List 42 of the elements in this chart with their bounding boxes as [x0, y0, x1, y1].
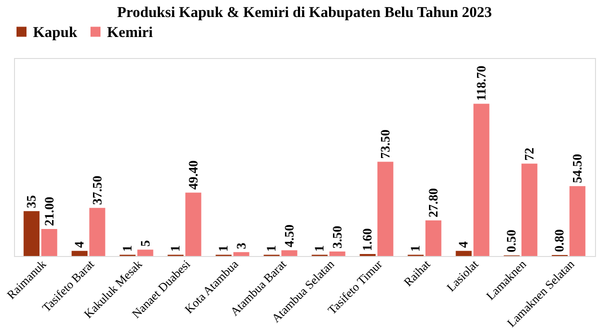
bar — [473, 104, 490, 256]
bar — [185, 192, 202, 256]
data-label: 35 — [24, 194, 39, 208]
data-label: 54.50 — [569, 154, 584, 184]
data-label: 1.60 — [360, 228, 375, 251]
legend-label: Kemiri — [107, 24, 153, 41]
bar — [72, 250, 88, 256]
data-label: 118.70 — [473, 66, 488, 101]
bar — [521, 164, 538, 256]
data-label: 1 — [120, 245, 135, 252]
bar — [41, 229, 58, 256]
bar — [456, 250, 472, 256]
legend-label: Kapuk — [33, 24, 78, 41]
bar — [89, 208, 106, 256]
bar — [281, 250, 298, 256]
chart-title: Produksi Kapuk & Kemiri di Kabupaten Belu Tahun 2023 — [117, 5, 492, 21]
data-label: 3 — [233, 242, 248, 250]
bar — [329, 252, 346, 256]
bar — [377, 162, 394, 256]
data-label: 27.80 — [425, 188, 440, 218]
data-label: 0.80 — [552, 229, 567, 252]
data-label: 1 — [312, 245, 327, 252]
bar — [24, 211, 40, 256]
data-label: 5 — [137, 240, 152, 247]
data-label: 73.50 — [377, 129, 392, 159]
bar — [137, 250, 154, 256]
data-label: 1 — [216, 245, 231, 252]
bar — [569, 186, 586, 256]
data-label: 1 — [264, 245, 279, 252]
data-label: 1 — [408, 245, 423, 252]
data-label: 72 — [521, 148, 536, 161]
data-label: 49.40 — [185, 160, 200, 190]
data-label: 0.50 — [504, 230, 519, 252]
data-label: 3.50 — [329, 226, 344, 249]
data-label: 4 — [456, 240, 471, 248]
data-label: 37.50 — [89, 176, 104, 205]
data-label: 21.00 — [41, 196, 56, 226]
data-label: 4.50 — [281, 224, 296, 248]
bar — [233, 252, 250, 256]
data-label: 1 — [168, 245, 183, 252]
data-label: 4 — [72, 240, 87, 248]
bar — [425, 220, 442, 256]
